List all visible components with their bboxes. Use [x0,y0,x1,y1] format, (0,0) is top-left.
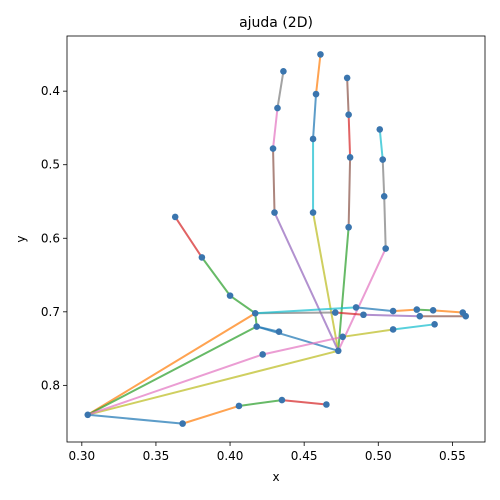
keypoint-39 [390,326,397,333]
keypoint-4 [344,75,351,82]
keypoint-24 [279,397,286,404]
y-tick-label: 0.5 [41,158,60,172]
keypoint-10 [310,136,317,143]
keypoint-23 [236,403,243,410]
keypoint-22 [179,420,186,427]
keypoint-8 [376,126,383,133]
x-tick-label: 0.55 [439,449,466,463]
x-tick-label: 0.40 [217,449,244,463]
keypoint-30 [360,311,367,318]
keypoint-28 [259,351,266,358]
y-tick-label: 0.8 [41,378,60,392]
keypoint-19 [199,254,206,261]
x-tick-label: 0.30 [68,449,95,463]
keypoint-9 [310,209,317,216]
x-tick-label: 0.45 [291,449,318,463]
keypoint-17 [252,310,259,317]
keypoint-34 [390,308,397,315]
y-tick-label: 0.7 [41,305,60,319]
keypoint-38 [339,334,346,341]
keypoint-16 [280,68,287,75]
keypoint-25 [323,401,330,408]
x-tick-label: 0.50 [365,449,392,463]
keypoint-21 [84,411,91,418]
keypoint-37 [459,309,466,316]
keypoint-3 [345,111,352,118]
x-axis-label: x [272,470,279,484]
keypoint-29 [332,309,339,316]
keypoint-36 [430,307,437,314]
keypoint-31 [416,313,423,320]
keypoint-20 [172,214,179,221]
y-axis-label: y [14,235,28,242]
keypoint-6 [381,193,388,200]
keypoint-0 [335,347,342,354]
keypoint-2 [347,154,354,161]
keypoint-35 [414,306,421,313]
keypoint-40 [431,321,438,328]
keypoint-5 [382,245,389,252]
keypoint-15 [274,105,281,112]
keypoint-33 [353,304,360,311]
y-tick-label: 0.4 [41,84,60,98]
y-tick-label: 0.6 [41,231,60,245]
keypoint-26 [253,323,260,330]
chart-title: ajuda (2D) [239,15,313,31]
keypoint-1 [345,224,352,231]
keypoint-11 [313,91,320,98]
keypoint-14 [270,145,277,152]
keypoint-12 [317,51,324,58]
keypoint-7 [379,156,386,163]
keypoint-13 [271,209,278,216]
keypoint-18 [227,292,234,299]
keypoint-27 [276,328,283,335]
x-tick-label: 0.35 [143,449,170,463]
